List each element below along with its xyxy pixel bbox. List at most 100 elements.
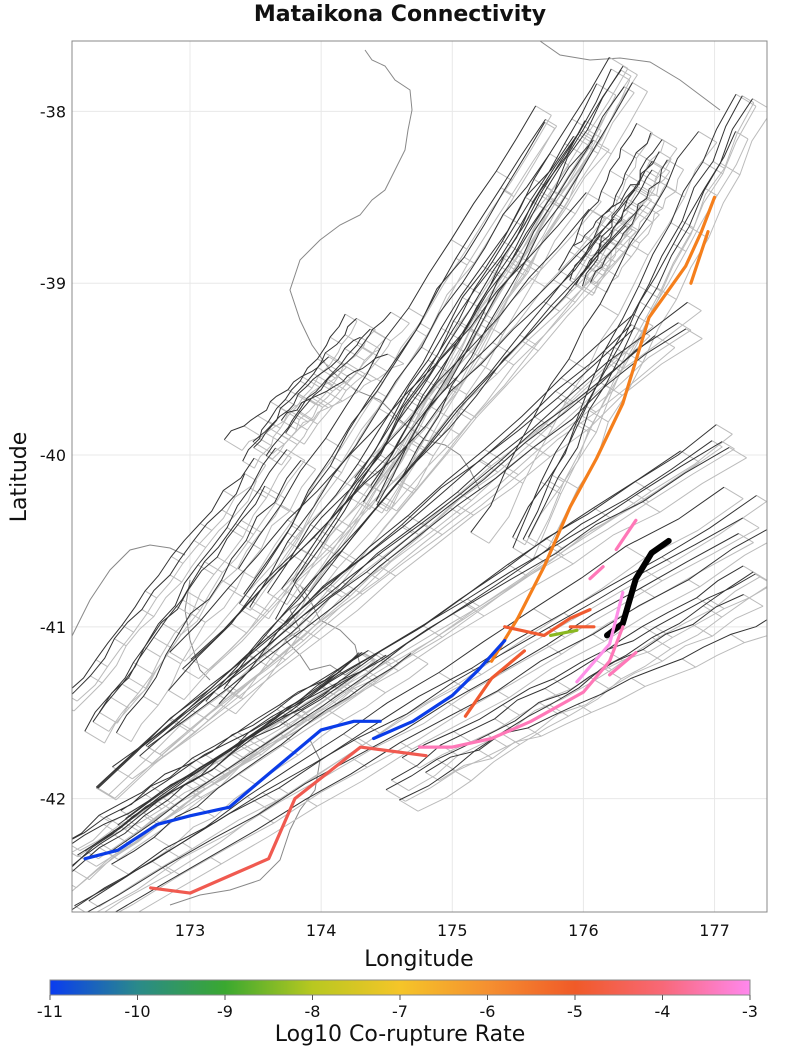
fault-outline-tie bbox=[632, 82, 648, 92]
fault-outline-tie bbox=[688, 579, 701, 588]
fault-trace bbox=[218, 189, 636, 705]
fault-trace bbox=[249, 153, 551, 608]
fault-outline-tie bbox=[249, 654, 269, 667]
fault-outline-tie bbox=[84, 730, 105, 744]
fault-outline-tie bbox=[783, 520, 795, 527]
fault-outline-tie bbox=[720, 162, 741, 176]
fault-outline-tie bbox=[524, 442, 538, 451]
fault-outline-tie bbox=[652, 160, 671, 172]
fault-outline-tie bbox=[502, 704, 520, 716]
fault-outline-tie bbox=[169, 574, 183, 583]
fault-outline-tie bbox=[258, 813, 275, 824]
fault-trace bbox=[242, 313, 346, 462]
fault-outline-tie bbox=[341, 550, 359, 562]
fault-outline bbox=[133, 433, 733, 836]
fault-outline-tie bbox=[286, 449, 306, 461]
fault-outline-tie bbox=[609, 56, 629, 69]
fault-outline-tie bbox=[213, 767, 228, 777]
fault-outline-tie bbox=[332, 474, 353, 488]
fault-trace bbox=[354, 57, 610, 479]
fault-trace bbox=[72, 652, 360, 867]
fault-outline-tie bbox=[590, 282, 608, 293]
fault-outline-tie bbox=[484, 449, 505, 462]
fault-outline bbox=[286, 147, 594, 605]
fault-outline-tie bbox=[376, 390, 388, 398]
fault-outline-tie bbox=[487, 734, 508, 747]
fault-outline-tie bbox=[448, 342, 464, 352]
fault-outline-tie bbox=[742, 95, 755, 104]
fault-outline-tie bbox=[227, 587, 244, 598]
fault-outline-tie bbox=[593, 507, 613, 520]
fault-outline-tie bbox=[300, 710, 315, 720]
fault-trace bbox=[95, 324, 632, 788]
fault-outline-tie bbox=[538, 701, 559, 715]
fault-outline-tie bbox=[582, 285, 595, 294]
fault-outline-tie bbox=[459, 407, 477, 419]
fault-outline-tie bbox=[325, 437, 342, 449]
fault-outline-tie bbox=[440, 327, 461, 341]
fault-outline-tie bbox=[153, 836, 172, 849]
fault-outline bbox=[184, 201, 602, 662]
fault-outline-tie bbox=[88, 900, 100, 908]
fault-outline-tie bbox=[646, 198, 664, 209]
fault-trace bbox=[72, 473, 246, 695]
fault-outline-tie bbox=[546, 644, 562, 655]
rupture-orange-1 bbox=[490, 195, 717, 663]
fault-trace bbox=[512, 131, 737, 538]
fault-outline-tie bbox=[687, 301, 702, 312]
fault-outline-tie bbox=[296, 392, 316, 405]
fault-trace bbox=[391, 565, 744, 781]
fault-outline-tie bbox=[169, 651, 186, 662]
fault-outline-tie bbox=[74, 905, 86, 912]
fault-trace bbox=[74, 517, 744, 907]
fault-outline-tie bbox=[658, 151, 672, 160]
rupture-red-2 bbox=[463, 649, 526, 718]
fault-trace bbox=[72, 486, 725, 911]
fault-outline-tie bbox=[205, 700, 217, 708]
fault-trace bbox=[115, 460, 302, 733]
fault-outline-tie bbox=[640, 173, 659, 185]
fault-outline-tie bbox=[742, 517, 760, 529]
fault-trace bbox=[77, 450, 681, 856]
rupture-pink-3 bbox=[588, 565, 605, 581]
fault-outline-tie bbox=[527, 727, 542, 737]
fault-outline-tie bbox=[455, 257, 468, 266]
fault-outline-tie bbox=[582, 130, 594, 138]
colorbar bbox=[49, 979, 751, 996]
fault-outline-tie bbox=[696, 597, 715, 609]
fault-outline-tie bbox=[400, 395, 421, 408]
fault-outline-tie bbox=[673, 243, 687, 252]
fault-outline-tie bbox=[313, 373, 333, 386]
fault-outline-tie bbox=[629, 243, 649, 256]
fault-outline-tie bbox=[519, 334, 537, 346]
fault-outline-tie bbox=[270, 401, 289, 413]
fault-outline-tie bbox=[325, 391, 343, 402]
x-tick-label: 175 bbox=[437, 921, 468, 940]
fault-trace bbox=[522, 95, 743, 540]
fault-outline-tie bbox=[454, 409, 472, 421]
fault-outline bbox=[396, 91, 648, 512]
fault-trace bbox=[385, 594, 744, 791]
fault-outline-tie bbox=[95, 659, 108, 668]
fault-outline-tie bbox=[480, 459, 492, 467]
fault-outline-tie bbox=[645, 570, 663, 582]
fault-outline-tie bbox=[199, 523, 213, 531]
fault-outline-tie bbox=[317, 367, 336, 379]
fault-outline bbox=[390, 74, 638, 510]
fault-outline-tie bbox=[165, 654, 181, 665]
fault-outline bbox=[532, 105, 757, 560]
fault-outline bbox=[76, 464, 267, 702]
fault-outline-tie bbox=[380, 659, 399, 672]
fault-outline-tie bbox=[625, 225, 637, 233]
fault-outline-tie bbox=[287, 519, 303, 530]
fault-outline-tie bbox=[108, 695, 130, 709]
fault-outline-tie bbox=[494, 718, 513, 730]
fault-trace bbox=[72, 652, 365, 840]
fault-outline-tie bbox=[533, 446, 551, 458]
fault-outline-tie bbox=[370, 485, 382, 493]
fault-outline-tie bbox=[221, 579, 237, 590]
fault-outline-tie bbox=[554, 190, 570, 201]
fault-outline-tie bbox=[642, 501, 661, 513]
fault-trace bbox=[84, 654, 387, 852]
fault-outline-tie bbox=[240, 519, 262, 533]
